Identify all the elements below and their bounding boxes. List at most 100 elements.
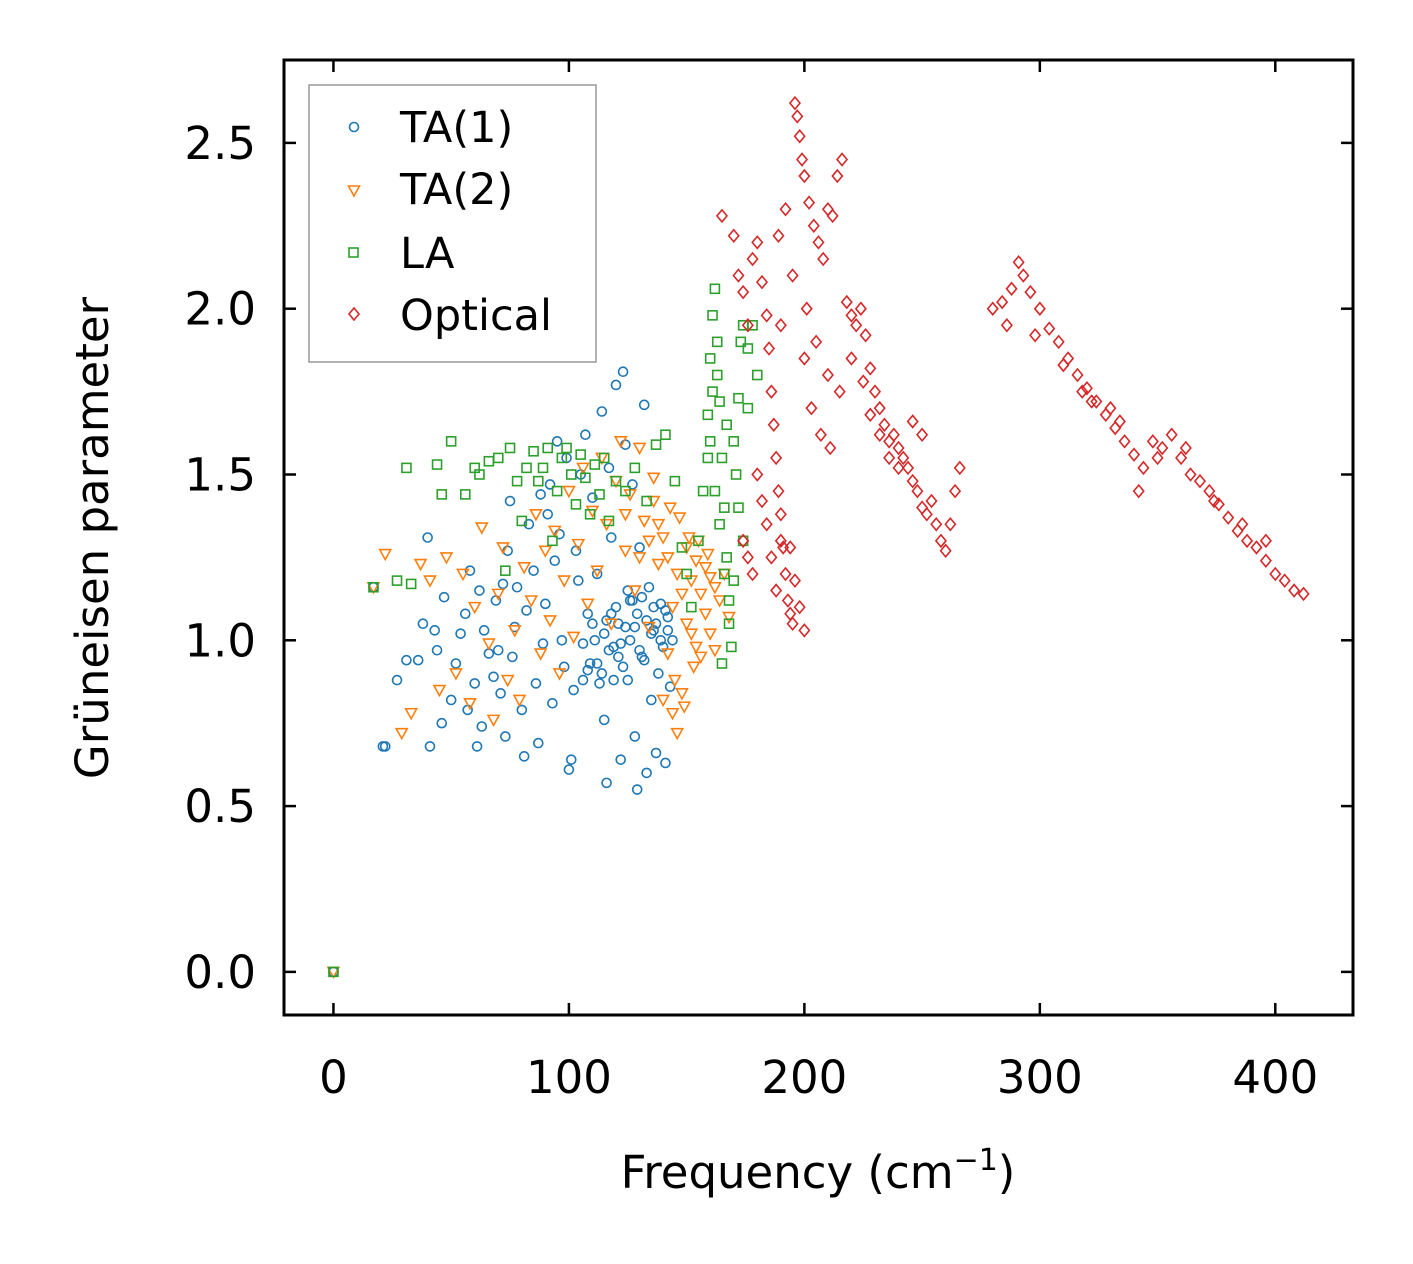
data-point xyxy=(445,436,457,447)
data-point xyxy=(594,678,605,689)
data-point xyxy=(751,369,763,381)
data-point xyxy=(716,452,728,464)
data-point xyxy=(552,668,567,681)
data-point xyxy=(463,697,477,711)
data-point xyxy=(378,548,393,562)
data-point xyxy=(584,658,596,669)
data-point xyxy=(464,565,476,576)
data-point xyxy=(746,566,759,582)
data-point xyxy=(596,406,608,417)
data-point xyxy=(709,485,721,497)
data-point xyxy=(727,228,740,243)
data-point xyxy=(859,327,872,343)
data-point xyxy=(565,754,577,765)
data-point xyxy=(682,532,696,545)
x-tick-label: 100 xyxy=(526,1051,612,1104)
legend: TA(1) TA(2) LA Optical xyxy=(308,84,597,363)
data-point xyxy=(631,784,643,795)
data-point xyxy=(601,777,612,789)
data-point xyxy=(577,638,589,649)
data-point xyxy=(714,518,725,530)
data-point xyxy=(500,565,511,576)
x-axis-title-close: ) xyxy=(998,1146,1016,1199)
data-point xyxy=(779,201,792,217)
data-point xyxy=(570,499,582,510)
data-point xyxy=(693,588,708,602)
series-la xyxy=(328,283,763,978)
data-point xyxy=(897,450,910,466)
legend-label-ta2: TA(2) xyxy=(399,165,513,215)
data-point xyxy=(551,436,563,447)
data-point xyxy=(770,583,783,598)
data-point xyxy=(620,485,631,497)
data-point xyxy=(723,618,735,630)
data-point xyxy=(781,593,794,608)
data-point xyxy=(589,459,601,470)
data-point xyxy=(507,625,522,638)
data-point xyxy=(715,208,729,224)
data-point xyxy=(577,674,589,686)
data-point xyxy=(495,688,506,699)
data-point xyxy=(603,644,615,656)
data-point xyxy=(669,475,681,487)
data-point xyxy=(587,492,598,504)
data-point xyxy=(1099,407,1112,423)
data-point xyxy=(760,516,773,532)
data-point xyxy=(737,533,750,549)
data-point xyxy=(709,283,721,295)
data-point xyxy=(629,621,641,633)
data-point xyxy=(401,654,412,666)
data-point xyxy=(703,571,718,585)
data-point xyxy=(591,658,603,669)
data-point xyxy=(1024,284,1037,300)
data-point xyxy=(702,409,714,421)
data-point xyxy=(1127,447,1141,462)
y-tick-label: 2.5 xyxy=(184,117,256,170)
data-point xyxy=(751,467,764,482)
data-point xyxy=(864,361,877,376)
legend-marker-diamond xyxy=(347,306,361,322)
data-point xyxy=(798,623,811,638)
data-point xyxy=(677,701,692,714)
data-point xyxy=(803,195,816,210)
legend-entry-optical: Optical xyxy=(347,291,552,341)
data-point xyxy=(765,384,778,399)
data-point xyxy=(793,129,806,144)
data-point xyxy=(627,479,638,490)
data-point xyxy=(708,581,722,595)
data-point xyxy=(532,475,544,487)
data-point xyxy=(638,654,650,666)
data-point xyxy=(594,489,605,500)
data-point xyxy=(1212,497,1225,512)
data-point xyxy=(438,591,450,603)
data-point xyxy=(518,751,530,762)
data-point xyxy=(1250,540,1263,555)
data-point xyxy=(538,545,553,558)
data-point xyxy=(722,611,736,625)
x-tick-label: 300 xyxy=(997,1051,1083,1104)
data-point xyxy=(1076,384,1089,399)
data-point xyxy=(1231,523,1244,539)
data-point xyxy=(613,651,624,663)
data-point xyxy=(772,228,785,243)
data-point xyxy=(591,568,603,580)
data-point xyxy=(556,634,568,646)
data-point xyxy=(648,601,659,613)
data-point xyxy=(817,251,830,267)
data-point xyxy=(660,648,675,661)
data-point xyxy=(1137,460,1150,476)
data-point xyxy=(486,714,501,728)
data-point xyxy=(755,493,769,509)
data-point xyxy=(774,318,787,333)
data-point xyxy=(1208,493,1221,509)
data-point xyxy=(1043,321,1056,336)
data-point xyxy=(537,462,549,474)
data-point xyxy=(488,671,499,683)
data-point xyxy=(646,694,657,706)
data-point xyxy=(580,598,595,611)
data-point xyxy=(537,638,549,649)
data-point xyxy=(584,508,596,520)
data-point xyxy=(767,417,780,433)
legend-marker-triangle xyxy=(347,185,361,198)
data-point xyxy=(439,552,454,565)
